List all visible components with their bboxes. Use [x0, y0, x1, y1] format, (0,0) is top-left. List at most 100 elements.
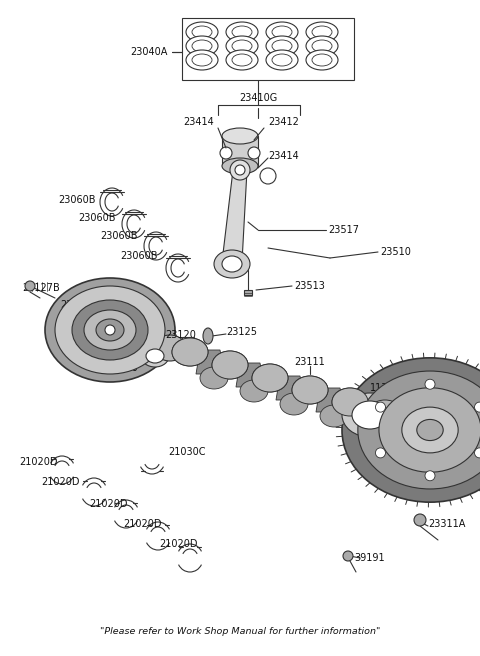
Ellipse shape [226, 36, 258, 56]
Circle shape [425, 379, 435, 389]
Text: 23517: 23517 [328, 225, 359, 235]
Text: 23513: 23513 [294, 281, 325, 291]
Circle shape [475, 448, 480, 458]
Text: 11304B: 11304B [370, 383, 408, 393]
Text: 24340: 24340 [107, 363, 138, 373]
Ellipse shape [96, 319, 124, 341]
Circle shape [220, 147, 232, 159]
Ellipse shape [154, 335, 186, 361]
Circle shape [343, 551, 353, 561]
Ellipse shape [232, 54, 252, 66]
Ellipse shape [367, 400, 403, 428]
Ellipse shape [402, 407, 458, 453]
Polygon shape [276, 376, 304, 400]
Ellipse shape [45, 278, 175, 382]
Ellipse shape [272, 40, 292, 52]
Ellipse shape [232, 40, 252, 52]
Text: 23125: 23125 [226, 327, 257, 337]
Ellipse shape [212, 351, 248, 379]
Text: 21020D: 21020D [41, 477, 80, 487]
Ellipse shape [272, 26, 292, 38]
Ellipse shape [342, 358, 480, 502]
Ellipse shape [417, 419, 443, 441]
Ellipse shape [358, 371, 480, 489]
Text: 23124B: 23124B [60, 300, 97, 310]
Ellipse shape [272, 54, 292, 66]
Circle shape [375, 448, 385, 458]
Text: 23311A: 23311A [428, 519, 466, 529]
Ellipse shape [332, 388, 368, 416]
Circle shape [235, 165, 245, 175]
Ellipse shape [352, 401, 388, 429]
Ellipse shape [192, 26, 212, 38]
Ellipse shape [200, 367, 228, 389]
Polygon shape [316, 388, 344, 412]
Ellipse shape [292, 376, 328, 404]
Ellipse shape [358, 417, 386, 439]
Ellipse shape [214, 250, 250, 278]
Ellipse shape [212, 351, 248, 379]
Ellipse shape [226, 50, 258, 70]
Text: 21030C: 21030C [168, 447, 205, 457]
Ellipse shape [222, 256, 242, 272]
Text: 23040A: 23040A [131, 47, 168, 57]
Text: 21020D: 21020D [159, 539, 198, 549]
Ellipse shape [266, 22, 298, 42]
Polygon shape [236, 363, 264, 387]
Ellipse shape [192, 54, 212, 66]
Circle shape [260, 168, 276, 184]
Text: 39190A: 39190A [382, 399, 419, 409]
Circle shape [105, 325, 115, 335]
Text: 23510: 23510 [380, 247, 411, 257]
Ellipse shape [312, 54, 332, 66]
Text: 23200B: 23200B [438, 383, 476, 393]
Ellipse shape [280, 393, 308, 415]
Ellipse shape [306, 50, 338, 70]
Ellipse shape [367, 400, 403, 428]
Ellipse shape [266, 50, 298, 70]
Ellipse shape [332, 388, 368, 416]
Text: 23127B: 23127B [22, 283, 60, 293]
Ellipse shape [226, 22, 258, 42]
Ellipse shape [72, 300, 148, 360]
Polygon shape [354, 400, 382, 424]
Ellipse shape [366, 424, 410, 457]
Circle shape [414, 514, 426, 526]
Text: 39191: 39191 [355, 553, 385, 563]
Text: 23111: 23111 [295, 357, 325, 367]
Ellipse shape [192, 40, 212, 52]
Ellipse shape [186, 22, 218, 42]
Text: 23060B: 23060B [59, 195, 96, 205]
Text: 23410G: 23410G [239, 93, 277, 103]
Bar [244, 290, 252, 295]
Bar [182, 337, 194, 345]
Ellipse shape [266, 36, 298, 56]
Polygon shape [196, 350, 224, 374]
Circle shape [375, 402, 385, 412]
Ellipse shape [252, 364, 288, 392]
Circle shape [425, 471, 435, 481]
Ellipse shape [172, 338, 208, 366]
Ellipse shape [232, 26, 252, 38]
Text: 23414: 23414 [183, 117, 214, 127]
Circle shape [25, 281, 35, 291]
Ellipse shape [141, 345, 169, 367]
Ellipse shape [222, 128, 258, 144]
Circle shape [475, 402, 480, 412]
Bar [182, 18, 354, 80]
Circle shape [248, 147, 260, 159]
Circle shape [230, 160, 250, 180]
Ellipse shape [306, 22, 338, 42]
Ellipse shape [320, 405, 348, 427]
Ellipse shape [240, 380, 268, 402]
Ellipse shape [312, 40, 332, 52]
Text: 23060B: 23060B [79, 213, 116, 223]
Ellipse shape [252, 364, 288, 392]
Polygon shape [222, 170, 247, 262]
Ellipse shape [186, 50, 218, 70]
Bar [222, 136, 258, 166]
Text: 21020D: 21020D [123, 519, 162, 529]
Text: 23060B: 23060B [100, 231, 138, 241]
Text: 23120: 23120 [165, 330, 196, 340]
Ellipse shape [292, 376, 328, 404]
